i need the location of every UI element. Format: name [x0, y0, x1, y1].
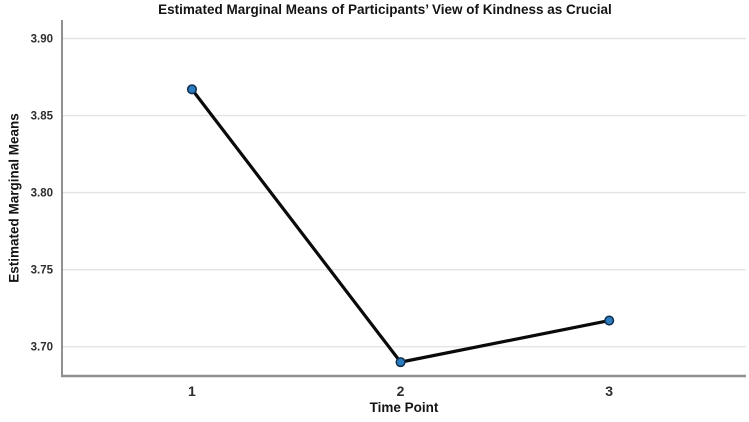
- data-point-marker: [395, 357, 406, 368]
- x-tick-label: 3: [605, 383, 613, 399]
- y-axis-title: Estimated Marginal Means: [6, 113, 22, 283]
- series-line: [190, 87, 611, 364]
- data-point-marker: [604, 315, 615, 326]
- x-axis-title: Time Point: [369, 400, 439, 415]
- y-tick-label: 3.80: [31, 188, 53, 200]
- x-tick-label: 1: [188, 383, 196, 399]
- y-tick-label: 3.85: [31, 111, 54, 123]
- y-tick-label: 3.75: [31, 265, 54, 277]
- data-point-marker: [186, 84, 198, 95]
- y-tick-label: 3.70: [31, 342, 53, 354]
- y-tick-label: 3.90: [31, 33, 53, 45]
- chart-title: Estimated Marginal Means of Participants…: [158, 2, 612, 17]
- x-tick-label: 2: [397, 383, 405, 399]
